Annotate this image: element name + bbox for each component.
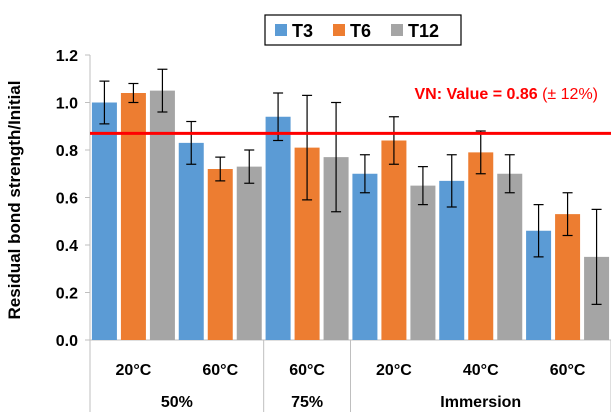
bar-t12 [410,185,436,340]
x-tick-label: 60°C [202,362,238,379]
y-tick-label: 1.2 [56,48,78,65]
legend-swatch-t12 [391,24,403,36]
group-label: 75% [291,394,323,411]
bar-t3 [178,142,204,340]
legend-swatch-t6 [333,24,345,36]
x-tick-label: 40°C [463,362,499,379]
y-axis-label: Residual bond strength/Initial [5,81,24,320]
bar-t3 [91,102,117,340]
bar-t3 [265,116,291,340]
group-label: Immersion [440,394,521,411]
y-tick-label: 0.0 [56,333,78,350]
y-tick-label: 0.4 [56,238,78,255]
reference-line-label: VN: Value = 0.86 (± 12%) [414,86,598,103]
y-tick-label: 0.6 [56,191,78,208]
y-tick-label: 0.8 [56,143,78,160]
y-tick-label: 1.0 [56,96,78,113]
bar-t3 [352,173,378,340]
group-label: 50% [161,394,193,411]
bar-t6 [207,169,233,340]
x-tick-label: 60°C [289,362,325,379]
legend-label-t6: T6 [350,21,371,41]
legend-label-t3: T3 [292,21,313,41]
y-tick-label: 0.2 [56,286,78,303]
x-tick-label: 60°C [550,362,586,379]
bar-t12 [236,166,262,340]
legend-label-t12: T12 [408,21,439,41]
x-tick-label: 20°C [116,362,152,379]
bar-t6 [381,140,407,340]
bar-t6 [468,152,494,340]
bar-t12 [149,90,175,340]
bar-t6 [120,93,146,340]
legend-swatch-t3 [275,24,287,36]
bar-t12 [497,173,523,340]
legend-box [264,14,462,46]
x-tick-label: 20°C [376,362,412,379]
